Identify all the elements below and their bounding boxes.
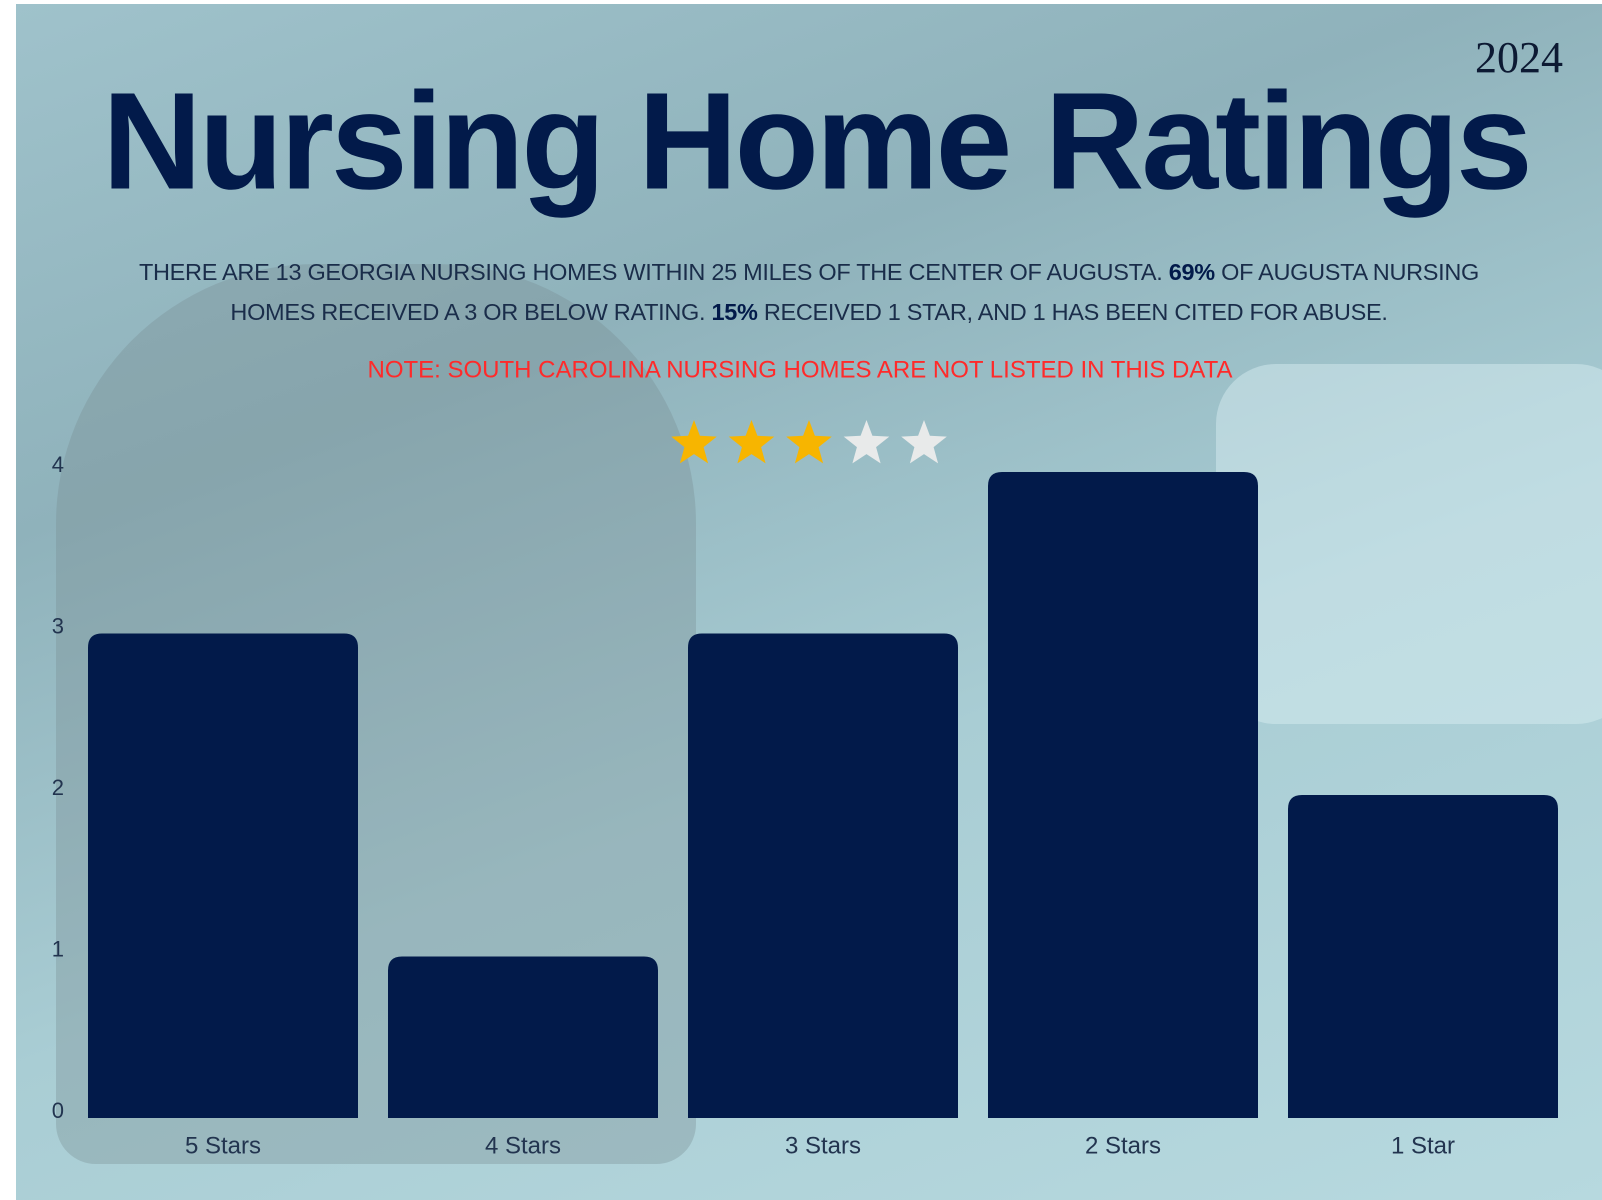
bar	[688, 634, 958, 1119]
y-tick-label: 1	[52, 936, 64, 961]
subtitle-highlight: 15%	[711, 299, 757, 325]
subtitle-line: HOMES RECEIVED A 3 OR BELOW RATING. 15% …	[16, 292, 1602, 332]
infographic: 2024 Nursing Home Ratings NOTE: SOUTH CA…	[16, 4, 1602, 1200]
bar	[1288, 795, 1558, 1118]
subtitle-text: THERE ARE 13 GEORGIA NURSING HOMES WITHI…	[139, 259, 1169, 285]
y-tick-label: 0	[52, 1098, 64, 1123]
x-tick-label: 5 Stars	[185, 1132, 261, 1159]
subtitle: THERE ARE 13 GEORGIA NURSING HOMES WITHI…	[16, 252, 1602, 332]
chart: 2024 Nursing Home Ratings NOTE: SOUTH CA…	[16, 4, 1602, 1200]
rating-star	[729, 420, 775, 463]
chart-title: Nursing Home Ratings	[102, 64, 1529, 218]
y-tick-label: 2	[52, 775, 64, 800]
subtitle-text: HOMES RECEIVED A 3 OR BELOW RATING.	[230, 299, 711, 325]
subtitle-text: OF AUGUSTA NURSING	[1215, 259, 1479, 285]
bar	[388, 957, 658, 1119]
subtitle-line: THERE ARE 13 GEORGIA NURSING HOMES WITHI…	[16, 252, 1602, 292]
x-tick-label: 4 Stars	[485, 1132, 561, 1159]
x-tick-label: 2 Stars	[1085, 1132, 1161, 1159]
rating-star	[671, 420, 717, 463]
rating-star	[844, 420, 890, 463]
subtitle-highlight: 69%	[1169, 259, 1215, 285]
rating-star	[786, 420, 832, 463]
subtitle-text: RECEIVED 1 STAR, AND 1 HAS BEEN CITED FO…	[758, 299, 1388, 325]
x-tick-label: 3 Stars	[785, 1132, 861, 1159]
rating-star	[901, 420, 947, 463]
bar	[988, 472, 1258, 1118]
bar	[88, 634, 358, 1119]
x-tick-label: 1 Star	[1391, 1132, 1455, 1159]
note: NOTE: SOUTH CAROLINA NURSING HOMES ARE N…	[367, 356, 1232, 383]
y-tick-label: 4	[52, 452, 64, 477]
y-tick-label: 3	[52, 613, 64, 638]
page: 2024 Nursing Home Ratings NOTE: SOUTH CA…	[0, 0, 1602, 1200]
